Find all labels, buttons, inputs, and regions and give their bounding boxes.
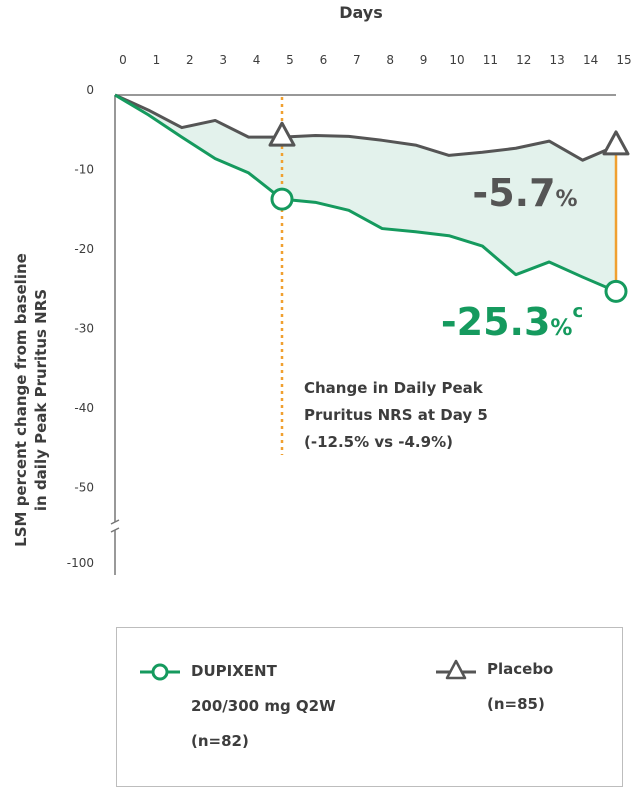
dupixent-marker-day-5	[270, 187, 294, 211]
dupixent-legend-line-1: DUPIXENT	[191, 662, 277, 680]
day5-annotation-line-3: (-12.5% vs -4.9%)	[304, 433, 453, 451]
day5-annotation: Change in Daily Peak Pruritus NRS at Day…	[304, 379, 488, 451]
dupixent-day15-value: -25.3%c	[441, 300, 583, 344]
placebo-marker-day-5	[268, 121, 296, 147]
dupixent-legend-icon	[140, 663, 180, 681]
placebo-series-line	[114, 93, 617, 162]
dupixent-legend-line-2: 200/300 mg Q2W	[191, 697, 336, 715]
y-tick-label: -40	[74, 401, 94, 415]
y-axis-title: LSM percent change from baseline in dail…	[12, 253, 50, 547]
x-tick-label: 15	[616, 53, 631, 67]
dupixent-legend-line-3: (n=82)	[191, 732, 249, 750]
series-markers	[268, 121, 630, 303]
placebo-legend-icon	[436, 659, 476, 680]
x-tick-label: 0	[119, 53, 127, 67]
placebo-legend-label: Placebo (n=85)	[487, 652, 553, 722]
x-axis-title: Days	[339, 3, 383, 22]
x-tick-label: 12	[516, 53, 531, 67]
x-tick-label: 7	[353, 53, 361, 67]
placebo-legend-line-1: Placebo	[487, 660, 554, 678]
y-axis-title-line-2: in daily Peak Pruritus NRS	[32, 289, 50, 511]
day5-annotation-line-1: Change in Daily Peak	[304, 379, 484, 397]
dupixent-legend-label: DUPIXENT 200/300 mg Q2W (n=82)	[191, 654, 336, 759]
x-tick-label: 6	[320, 53, 328, 67]
x-tick-label: 8	[386, 53, 394, 67]
x-tick-label: 1	[153, 53, 161, 67]
x-tick-label: 2	[186, 53, 194, 67]
y-tick-label: -100	[67, 556, 94, 570]
y-tick-labels: 0 -10 -20 -30 -40 -50 -100	[67, 83, 94, 570]
y-tick-label: -10	[74, 163, 94, 177]
placebo-legend-line-2: (n=85)	[487, 695, 545, 713]
x-tick-label: 4	[253, 53, 261, 67]
x-tick-label: 3	[219, 53, 227, 67]
y-tick-label: -20	[74, 242, 94, 256]
y-axis-break-icon	[110, 519, 120, 533]
day5-annotation-line-2: Pruritus NRS at Day 5	[304, 406, 488, 424]
difference-area	[115, 95, 616, 292]
x-tick-label: 11	[483, 53, 498, 67]
y-tick-label: -30	[74, 322, 94, 336]
x-tick-label: 10	[449, 53, 464, 67]
y-axis-title-line-1: LSM percent change from baseline	[12, 253, 30, 547]
dupixent-marker-day-15	[604, 279, 628, 303]
placebo-day15-value: -5.7%	[472, 171, 577, 215]
x-tick-label: 5	[286, 53, 294, 67]
y-tick-label: 0	[86, 83, 94, 97]
x-tick-label: 9	[420, 53, 428, 67]
x-tick-label: 13	[550, 53, 565, 67]
y-tick-label: -50	[74, 481, 94, 495]
legend: DUPIXENT 200/300 mg Q2W (n=82) Placebo (…	[116, 627, 623, 787]
placebo-marker-day-15	[602, 130, 630, 156]
x-tick-label: 14	[583, 53, 598, 67]
x-tick-labels: 0 1 2 3 4 5 6 7 8 9 10 11 12 13 14 15	[119, 53, 631, 67]
dupixent-series-line	[114, 93, 617, 293]
